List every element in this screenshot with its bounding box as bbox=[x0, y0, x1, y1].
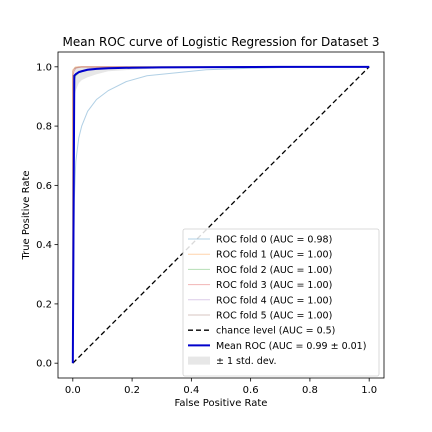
x-tick-label: 0.4 bbox=[183, 385, 199, 396]
y-tick-label: 0.0 bbox=[36, 359, 52, 370]
legend-entry: ROC fold 5 (AUC = 1.00) bbox=[216, 311, 332, 322]
axes-frame bbox=[57, 51, 385, 379]
x-tick-label: 0.0 bbox=[65, 385, 81, 396]
legend-entry: ROC fold 1 (AUC = 1.00) bbox=[216, 250, 332, 261]
x-axis-label: False Positive Rate bbox=[175, 398, 268, 409]
x-tick-label: 0.6 bbox=[243, 385, 259, 396]
legend-entry: ± 1 std. dev. bbox=[216, 356, 277, 367]
y-axis: 0.0 0.2 0.4 0.6 0.8 1.0 bbox=[36, 62, 58, 370]
chart-title: Mean ROC curve of Logistic Regression fo… bbox=[63, 35, 380, 49]
x-tick-label: 1.0 bbox=[361, 385, 377, 396]
legend-entry: Mean ROC (AUC = 0.99 ± 0.01) bbox=[216, 341, 366, 352]
y-tick-label: 1.0 bbox=[36, 62, 52, 73]
plot-area bbox=[71, 65, 370, 364]
legend: ROC fold 0 (AUC = 0.98) ROC fold 1 (AUC =… bbox=[182, 228, 380, 377]
roc-fold-0-line bbox=[72, 66, 370, 364]
x-tick-label: 0.8 bbox=[302, 385, 318, 396]
y-tick-label: 0.4 bbox=[36, 240, 52, 251]
chance-line bbox=[72, 66, 370, 364]
x-axis: 0.0 0.2 0.4 0.6 0.8 1.0 bbox=[65, 378, 377, 396]
y-tick-label: 0.6 bbox=[36, 181, 52, 192]
legend-entry: ROC fold 3 (AUC = 1.00) bbox=[216, 280, 332, 291]
legend-handle bbox=[188, 356, 210, 365]
legend-entry: ROC fold 2 (AUC = 1.00) bbox=[216, 265, 332, 276]
mean-roc-line bbox=[71, 65, 370, 364]
y-tick-label: 0.8 bbox=[36, 122, 52, 133]
legend-entry: ROC fold 4 (AUC = 1.00) bbox=[216, 295, 332, 306]
legend-box bbox=[182, 228, 380, 377]
y-axis-label: True Positive Rate bbox=[21, 170, 32, 260]
x-tick-label: 0.2 bbox=[124, 385, 140, 396]
legend-entry: ROC fold 0 (AUC = 0.98) bbox=[216, 235, 332, 246]
legend-entry: chance level (AUC = 0.5) bbox=[216, 326, 335, 337]
y-tick-label: 0.2 bbox=[36, 299, 52, 310]
